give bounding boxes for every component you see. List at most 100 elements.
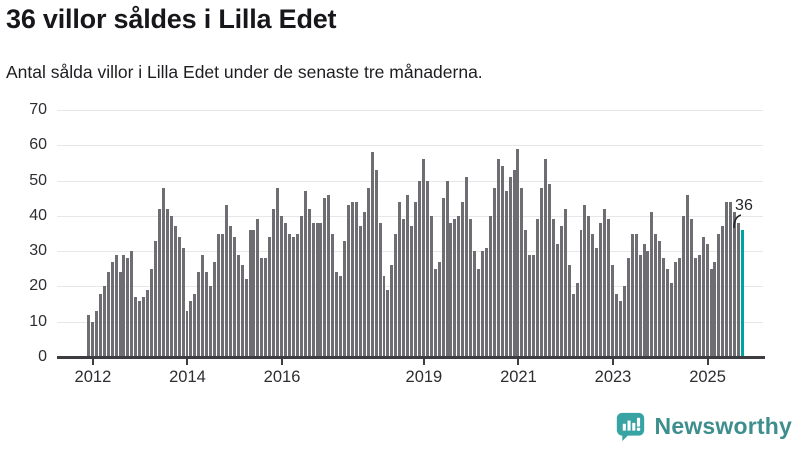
- bar: [544, 159, 548, 357]
- x-tick-label-2012: 2012: [74, 368, 112, 386]
- bar: [477, 268, 481, 357]
- bar: [536, 219, 540, 357]
- bar: [595, 247, 599, 357]
- bar: [284, 222, 287, 357]
- x-tick-2019: [422, 359, 425, 365]
- bar: [611, 265, 615, 357]
- bar: [481, 251, 484, 357]
- bar: [130, 251, 134, 357]
- bar: [217, 233, 220, 357]
- bar: [603, 208, 607, 357]
- newsworthy-brand-link[interactable]: Newsworthy: [615, 408, 792, 444]
- bar: [540, 187, 544, 357]
- bar: [150, 268, 154, 357]
- gridline-40: [57, 215, 763, 217]
- bar: [445, 180, 449, 357]
- bar: [465, 177, 469, 357]
- bar: [599, 222, 603, 357]
- bar: [165, 208, 169, 357]
- bar: [705, 244, 709, 357]
- bar: [161, 187, 165, 357]
- bar: [524, 229, 528, 357]
- bar: [575, 282, 579, 357]
- y-tick-label-0: 0: [38, 348, 47, 365]
- bar: [725, 201, 729, 357]
- bar: [244, 279, 248, 357]
- bar: [339, 275, 343, 357]
- bar: [618, 300, 622, 357]
- x-tick-label-2023: 2023: [594, 368, 632, 386]
- bar: [693, 258, 697, 357]
- bar: [311, 222, 315, 357]
- chart-area: 36 villor såldes i Lilla Edet Antal såld…: [6, 4, 765, 386]
- x-tick-label-2014: 2014: [169, 368, 206, 386]
- x-tick-label-2025: 2025: [689, 368, 726, 386]
- bar: [362, 212, 366, 357]
- bar: [729, 201, 733, 357]
- x-tick-label-2019: 2019: [405, 368, 443, 386]
- bar: [492, 187, 496, 357]
- bar: [370, 152, 374, 357]
- bar: [110, 261, 114, 357]
- bar: [563, 208, 567, 357]
- y-tick-label-60: 60: [29, 136, 47, 154]
- bar: [469, 219, 473, 357]
- bar: [347, 205, 351, 357]
- bar: [378, 222, 382, 357]
- bar: [114, 254, 118, 357]
- gridline-50: [57, 180, 763, 182]
- x-axis-line: [57, 356, 765, 359]
- bar: [358, 226, 362, 357]
- bar: [674, 261, 678, 357]
- bar: [90, 321, 94, 357]
- bar: [323, 198, 327, 357]
- gridline-30: [57, 251, 763, 253]
- bar: [213, 261, 217, 357]
- bar: [181, 247, 185, 357]
- bar: [528, 254, 532, 357]
- bar: [508, 177, 512, 357]
- bar: [94, 311, 98, 357]
- gridline-70: [57, 110, 763, 111]
- bar: [209, 286, 213, 357]
- bar: [666, 268, 670, 357]
- bar: [555, 244, 559, 357]
- gridline-10: [57, 321, 763, 323]
- bar: [118, 272, 122, 357]
- bar: [303, 191, 307, 357]
- bar: [228, 226, 232, 357]
- bar: [453, 219, 457, 357]
- x-tick-2023: [612, 359, 614, 365]
- bar: [173, 226, 177, 357]
- bar: [268, 237, 272, 357]
- bar: [512, 170, 516, 357]
- bar: [429, 215, 433, 357]
- bar: [177, 237, 181, 357]
- bar: [461, 201, 465, 357]
- bar: [291, 237, 295, 357]
- bar: [197, 272, 201, 357]
- bar: [295, 233, 299, 357]
- bar: [366, 187, 370, 357]
- bar: [457, 215, 461, 357]
- bar: [276, 187, 280, 357]
- bar: [272, 208, 276, 357]
- bar: [138, 300, 142, 357]
- y-tick-label-30: 30: [29, 242, 47, 260]
- bar: [394, 233, 398, 357]
- bar: [327, 194, 331, 357]
- page-title: 36 villor såldes i Lilla Edet: [6, 4, 337, 34]
- bar: [193, 293, 197, 357]
- gridline-20: [57, 286, 763, 288]
- bar: [484, 247, 488, 357]
- bar: [626, 258, 630, 357]
- newsworthy-logo-icon: [616, 412, 644, 441]
- bar: [630, 233, 634, 357]
- bar: [473, 251, 477, 357]
- bar: [153, 240, 157, 357]
- bar: [374, 170, 378, 357]
- x-tick-2025: [706, 359, 709, 365]
- bar: [646, 251, 650, 357]
- bar: [559, 226, 563, 357]
- bar: [547, 184, 551, 357]
